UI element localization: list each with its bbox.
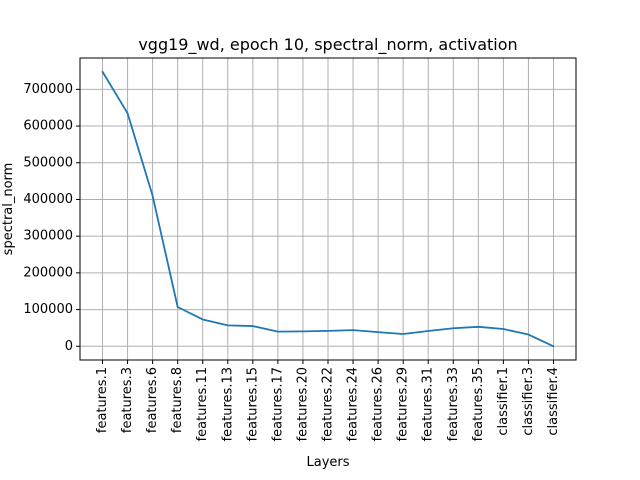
x-tick-label: features.35 <box>471 367 486 441</box>
x-tick-label: features.8 <box>170 367 185 433</box>
x-tick-label: features.22 <box>321 367 336 441</box>
y-tick-label: 400000 <box>23 192 73 207</box>
y-axis-ticks: 0 100000 200000 300000 400000 500000 600000 700… <box>23 82 80 354</box>
x-tick-label: features.17 <box>270 367 285 441</box>
x-tick-label: features.1 <box>95 367 110 433</box>
x-axis-ticks: features.1 features.3 features.6 features.8… <box>95 360 561 441</box>
x-tick-label: features.29 <box>396 367 411 441</box>
x-tick-label: classifier.4 <box>546 367 561 436</box>
grid <box>80 58 576 360</box>
y-tick-label: 500000 <box>23 155 73 170</box>
y-tick-label: 0 <box>65 339 73 354</box>
x-tick-label: features.31 <box>421 367 436 441</box>
x-tick-label: features.11 <box>195 367 210 441</box>
x-tick-label: features.24 <box>346 367 361 441</box>
x-tick-label: features.20 <box>295 367 310 441</box>
x-tick-label: features.6 <box>145 367 160 433</box>
y-tick-label: 700000 <box>23 82 73 97</box>
y-tick-label: 300000 <box>23 229 73 244</box>
x-tick-label: features.33 <box>446 367 461 441</box>
x-tick-label: classifier.1 <box>496 367 511 436</box>
y-tick-label: 600000 <box>23 119 73 134</box>
y-tick-label: 100000 <box>23 302 73 317</box>
chart-title: vgg19_wd, epoch 10, spectral_norm, activ… <box>138 35 517 55</box>
series-line <box>101 70 555 348</box>
x-tick-label: features.15 <box>245 367 260 441</box>
x-axis-label: Layers <box>306 455 349 470</box>
x-tick-label: features.3 <box>120 367 135 433</box>
x-tick-label: features.26 <box>371 367 386 441</box>
x-tick-label: classifier.3 <box>521 367 536 436</box>
x-tick-label: features.13 <box>220 367 235 441</box>
y-axis-label: spectral_norm <box>1 163 16 256</box>
y-tick-label: 200000 <box>23 265 73 280</box>
series-layer <box>101 70 555 348</box>
